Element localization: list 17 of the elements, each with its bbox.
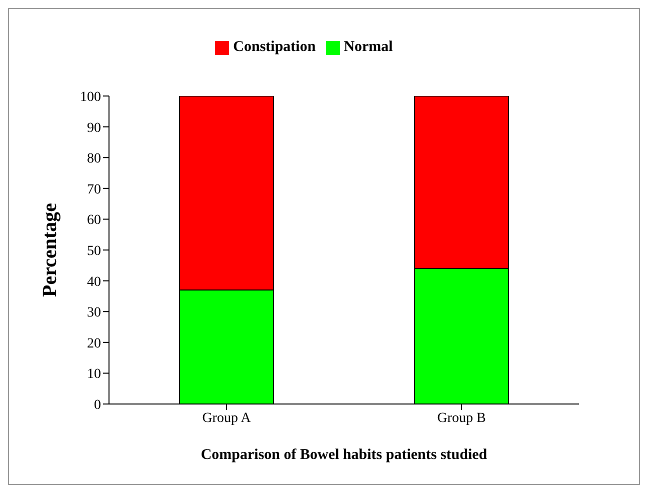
- y-tick-label: 100: [80, 90, 101, 105]
- y-tick-label: 70: [87, 182, 101, 198]
- legend-label: Normal: [344, 39, 393, 55]
- y-tick-label: 80: [87, 152, 101, 167]
- y-tick-label: 60: [87, 213, 101, 228]
- legend-label: Constipation: [233, 39, 316, 55]
- y-tick-label: 0: [94, 398, 101, 413]
- y-tick-label: 90: [87, 120, 101, 136]
- x-tick-label: Group A: [202, 410, 252, 426]
- y-tick-label: 50: [87, 244, 101, 259]
- x-axis-title: Comparison of Bowel habits patients studied: [200, 447, 488, 463]
- x-tick-label: Group B: [437, 410, 486, 426]
- y-tick-label: 40: [87, 274, 101, 290]
- y-tick-label: 10: [87, 367, 101, 382]
- y-tick-label: 20: [87, 336, 101, 352]
- y-axis-title: Percentage: [39, 202, 62, 298]
- y-tick-label: 30: [87, 306, 101, 321]
